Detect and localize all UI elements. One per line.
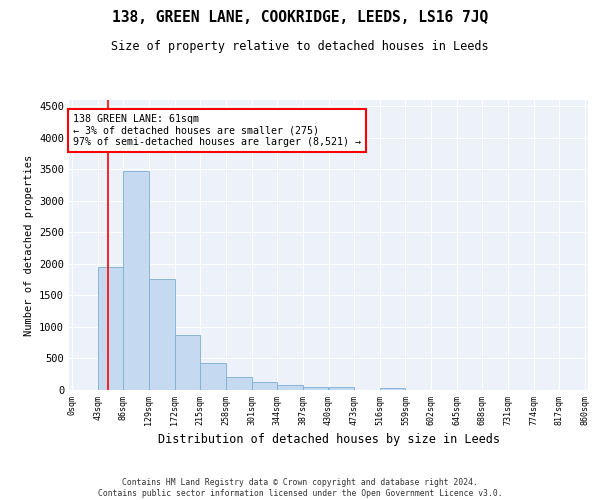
- Bar: [303, 387, 329, 390]
- Text: Contains HM Land Registry data © Crown copyright and database right 2024.
Contai: Contains HM Land Registry data © Crown c…: [98, 478, 502, 498]
- Y-axis label: Number of detached properties: Number of detached properties: [23, 154, 34, 336]
- Bar: [98, 267, 123, 390]
- Bar: [175, 335, 200, 390]
- X-axis label: Distribution of detached houses by size in Leeds: Distribution of detached houses by size …: [157, 433, 499, 446]
- Bar: [277, 386, 303, 390]
- Bar: [226, 378, 251, 390]
- Bar: [200, 363, 226, 390]
- Bar: [380, 388, 406, 390]
- Bar: [251, 382, 277, 390]
- Bar: [123, 170, 149, 390]
- Text: Size of property relative to detached houses in Leeds: Size of property relative to detached ho…: [111, 40, 489, 53]
- Bar: [329, 388, 354, 390]
- Bar: [149, 279, 175, 390]
- Text: 138 GREEN LANE: 61sqm
← 3% of detached houses are smaller (275)
97% of semi-deta: 138 GREEN LANE: 61sqm ← 3% of detached h…: [73, 114, 361, 147]
- Text: 138, GREEN LANE, COOKRIDGE, LEEDS, LS16 7JQ: 138, GREEN LANE, COOKRIDGE, LEEDS, LS16 …: [112, 10, 488, 25]
